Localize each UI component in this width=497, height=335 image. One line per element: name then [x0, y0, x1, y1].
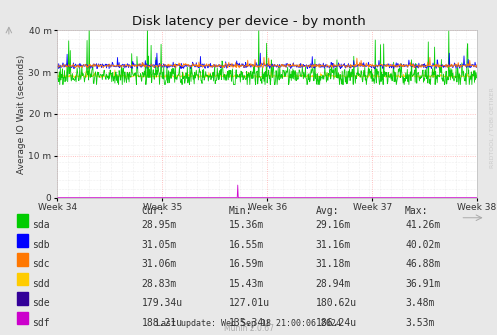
Text: Last update: Wed Sep 18 21:00:06 2024: Last update: Wed Sep 18 21:00:06 2024 [156, 319, 341, 328]
Text: 16.59m: 16.59m [229, 259, 264, 269]
Text: 29.16m: 29.16m [316, 220, 351, 230]
Text: 28.94m: 28.94m [316, 279, 351, 289]
Text: 31.06m: 31.06m [142, 259, 177, 269]
Text: 31.18m: 31.18m [316, 259, 351, 269]
Text: RRDTOOL / TOBI OETIKER: RRDTOOL / TOBI OETIKER [490, 87, 495, 168]
Text: 28.83m: 28.83m [142, 279, 177, 289]
Text: sdd: sdd [32, 279, 50, 289]
Text: 46.88m: 46.88m [405, 259, 440, 269]
Text: 31.16m: 31.16m [316, 240, 351, 250]
Text: Avg:: Avg: [316, 206, 339, 216]
Text: Cur:: Cur: [142, 206, 165, 216]
Text: 41.26m: 41.26m [405, 220, 440, 230]
Text: Min:: Min: [229, 206, 252, 216]
Text: 188.21u: 188.21u [142, 318, 183, 328]
Text: 3.53m: 3.53m [405, 318, 434, 328]
Y-axis label: Average IO Wait (seconds): Average IO Wait (seconds) [17, 54, 26, 174]
Text: sde: sde [32, 298, 50, 308]
Text: Max:: Max: [405, 206, 428, 216]
Text: 31.05m: 31.05m [142, 240, 177, 250]
Text: 36.91m: 36.91m [405, 279, 440, 289]
Text: 127.01u: 127.01u [229, 298, 270, 308]
Text: 40.02m: 40.02m [405, 240, 440, 250]
Text: sdf: sdf [32, 318, 50, 328]
Text: 15.43m: 15.43m [229, 279, 264, 289]
Text: sdc: sdc [32, 259, 50, 269]
Text: 28.95m: 28.95m [142, 220, 177, 230]
Text: 180.62u: 180.62u [316, 298, 357, 308]
Text: sdb: sdb [32, 240, 50, 250]
Text: 186.24u: 186.24u [316, 318, 357, 328]
Text: 15.36m: 15.36m [229, 220, 264, 230]
Text: 16.55m: 16.55m [229, 240, 264, 250]
Text: 179.34u: 179.34u [142, 298, 183, 308]
Text: 135.34u: 135.34u [229, 318, 270, 328]
Text: Disk latency per device - by month: Disk latency per device - by month [132, 15, 365, 28]
Text: sda: sda [32, 220, 50, 230]
Text: 3.48m: 3.48m [405, 298, 434, 308]
Text: Munin 2.0.67: Munin 2.0.67 [224, 324, 273, 333]
